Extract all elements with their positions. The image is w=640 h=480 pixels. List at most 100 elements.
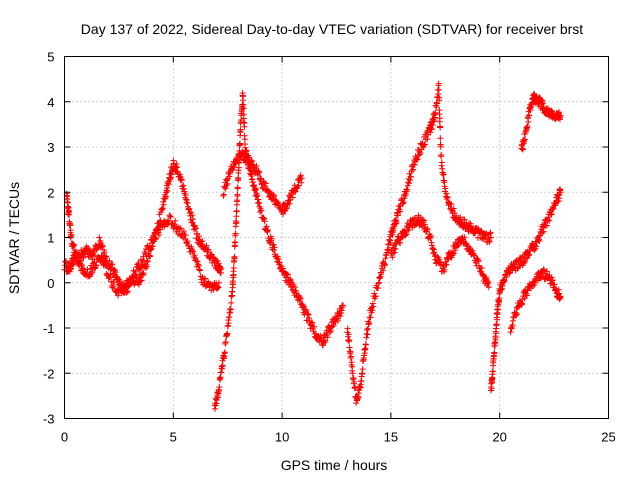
data-point (407, 173, 414, 180)
data-point (264, 226, 271, 233)
data-point (345, 331, 352, 338)
data-point (488, 385, 495, 392)
data-point (241, 123, 248, 130)
data-point (143, 253, 150, 260)
data-point (486, 238, 493, 245)
data-point (107, 271, 114, 278)
data-points (61, 80, 564, 412)
data-point (138, 262, 145, 269)
data-point (270, 241, 277, 248)
data-point (298, 175, 305, 182)
data-point (147, 245, 154, 252)
data-point (215, 260, 222, 267)
y-tick-label: 3 (47, 140, 54, 155)
data-point (105, 275, 112, 282)
data-point (519, 145, 526, 152)
data-point (285, 271, 292, 278)
data-point (539, 230, 546, 237)
data-point (258, 207, 265, 214)
data-point (232, 230, 239, 237)
data-point (233, 207, 240, 214)
data-point (195, 261, 202, 268)
data-point (346, 337, 353, 344)
data-point (178, 177, 185, 184)
data-point (144, 258, 151, 265)
data-point (252, 186, 259, 193)
data-point (353, 400, 360, 407)
data-point (96, 234, 103, 241)
data-point (73, 249, 80, 256)
x-axis-label: GPS time / hours (281, 457, 388, 473)
data-point (231, 164, 238, 171)
data-point (190, 248, 197, 255)
data-point (159, 205, 166, 212)
axis-ticks: 0 5 10 15 20 25 -3 -2 -1 0 1 2 3 4 5 (43, 50, 616, 445)
data-point (424, 226, 431, 233)
y-tick-label: 1 (47, 231, 54, 246)
data-point (256, 169, 263, 176)
data-point (363, 341, 370, 348)
data-point (289, 194, 296, 201)
data-point (234, 198, 241, 205)
data-point (443, 190, 450, 197)
data-point (389, 254, 396, 261)
data-point (421, 141, 428, 148)
data-point (375, 279, 382, 286)
data-point (330, 322, 337, 329)
data-point (406, 180, 413, 187)
data-point (141, 257, 148, 264)
data-point (131, 275, 138, 282)
data-point (66, 211, 73, 218)
data-point (359, 366, 366, 373)
data-point (149, 242, 156, 249)
data-point (235, 175, 242, 182)
data-point (234, 191, 241, 198)
data-point (230, 264, 237, 271)
data-point (329, 323, 336, 330)
series-track-f (387, 212, 492, 291)
data-point (232, 239, 239, 246)
data-point (176, 171, 183, 178)
data-point (440, 171, 447, 178)
data-point (138, 277, 145, 284)
data-point (541, 267, 548, 274)
data-point (167, 213, 174, 220)
data-point (364, 331, 371, 338)
data-point (160, 201, 167, 208)
data-point (397, 208, 404, 215)
data-point (192, 255, 199, 262)
data-point (300, 303, 307, 310)
y-tick-label: 5 (47, 50, 54, 65)
data-point (191, 252, 198, 259)
x-tick-label: 20 (492, 430, 506, 445)
data-point (515, 264, 522, 271)
data-point (514, 311, 521, 318)
data-point (227, 306, 234, 313)
data-point (222, 339, 229, 346)
data-point (214, 257, 221, 264)
y-axis-label: SDTVAR / TECUs (6, 182, 22, 294)
data-point (230, 271, 237, 278)
x-tick-label: 25 (601, 430, 615, 445)
data-point (451, 210, 458, 217)
data-point (450, 250, 457, 257)
data-point (324, 334, 331, 341)
grid-lines (64, 56, 609, 419)
data-point (188, 209, 195, 216)
data-point (224, 180, 231, 187)
data-point (184, 238, 191, 245)
data-point (218, 266, 225, 273)
data-point (435, 86, 442, 93)
data-point (173, 160, 180, 167)
data-point (70, 242, 77, 249)
data-point (384, 246, 391, 253)
data-point (461, 234, 468, 241)
data-point (400, 199, 407, 206)
series-track-i (518, 90, 564, 153)
data-point (530, 90, 537, 97)
data-point (522, 255, 529, 262)
data-point (436, 115, 443, 122)
data-point (433, 100, 440, 107)
data-point (546, 217, 553, 224)
data-point (228, 299, 235, 306)
